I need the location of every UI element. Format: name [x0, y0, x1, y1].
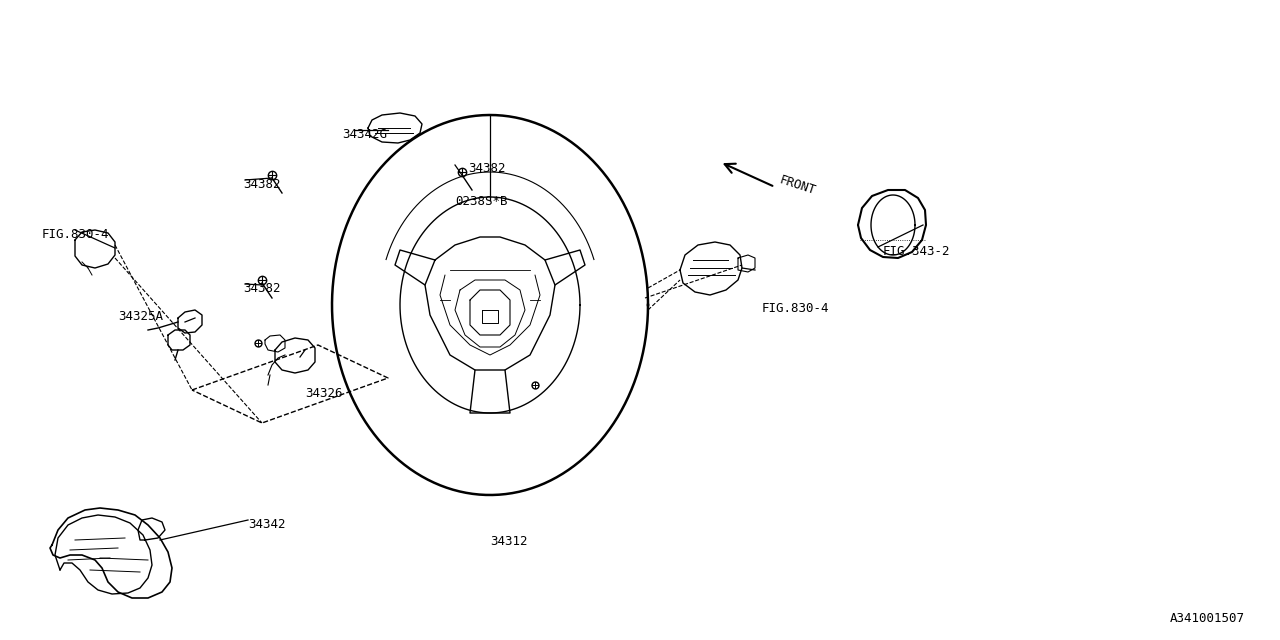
Text: 34342: 34342	[248, 518, 285, 531]
Text: 34382: 34382	[243, 282, 280, 295]
Text: 34312: 34312	[490, 535, 527, 548]
Text: A341001507: A341001507	[1170, 612, 1245, 625]
Text: FIG.830-4: FIG.830-4	[42, 228, 110, 241]
Text: FRONT: FRONT	[778, 173, 818, 197]
Text: 34382: 34382	[243, 178, 280, 191]
Text: 0238S*B: 0238S*B	[454, 195, 507, 208]
Text: 34342G: 34342G	[342, 128, 387, 141]
Text: FIG.343-2: FIG.343-2	[883, 245, 951, 258]
Text: 34325A: 34325A	[118, 310, 163, 323]
Text: 34382: 34382	[468, 162, 506, 175]
Text: FIG.830-4: FIG.830-4	[762, 302, 829, 315]
Text: 34326: 34326	[305, 387, 343, 400]
